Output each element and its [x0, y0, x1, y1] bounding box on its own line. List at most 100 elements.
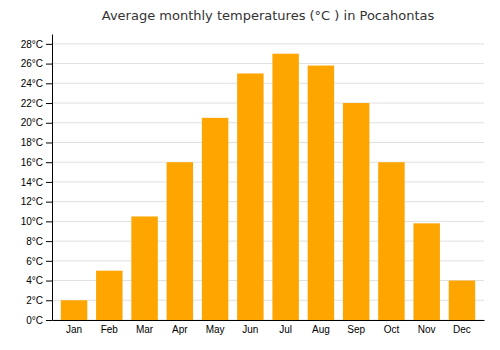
bar — [167, 162, 193, 320]
bar — [61, 300, 87, 320]
tick: 26°C — [21, 58, 52, 69]
tick: Oct — [384, 324, 400, 335]
tick-label: 6°C — [26, 256, 43, 267]
tick-label: Nov — [418, 324, 436, 335]
grid-line — [52, 83, 484, 84]
tick-label: 16°C — [21, 157, 43, 168]
y-axis: 0°C 2°C 4°C 6°C 8°C 10°C 12°C 14°C 16°C 18°C 20°C 2… — [21, 35, 53, 326]
tick: Dec — [453, 324, 471, 335]
bar — [237, 73, 263, 320]
tick: 16°C — [21, 157, 52, 168]
tick: 18°C — [21, 137, 52, 148]
grid-line — [52, 201, 484, 202]
bar — [449, 281, 475, 320]
bar — [343, 103, 369, 320]
tick-mark — [46, 142, 52, 143]
tick: 14°C — [21, 177, 52, 188]
grid-line — [52, 142, 484, 143]
bar — [272, 54, 298, 320]
bar — [413, 223, 439, 320]
tick-label: Dec — [453, 324, 471, 335]
tick-label: 28°C — [21, 39, 43, 50]
title: Average monthly temperatures (°C ) in Po… — [102, 8, 435, 23]
grid-line — [52, 122, 484, 123]
grid — [52, 44, 484, 320]
tick-label: 14°C — [21, 177, 43, 188]
tick: May — [206, 324, 225, 335]
tick: 8°C — [26, 236, 52, 247]
tick-mark — [46, 241, 52, 242]
tick-label: 4°C — [26, 275, 43, 286]
tick-label: 2°C — [26, 295, 43, 306]
tick-mark — [46, 103, 52, 104]
tick: 2°C — [26, 295, 52, 306]
tick: Jan — [66, 324, 82, 335]
tick-label: Oct — [384, 324, 400, 335]
tick-mark — [46, 44, 52, 45]
tick-label: Jun — [242, 324, 258, 335]
bar — [96, 271, 122, 320]
tick: Aug — [312, 324, 330, 335]
tick-mark — [46, 64, 52, 65]
tick-mark — [46, 202, 52, 203]
tick-mark — [46, 123, 52, 124]
tick-label: 20°C — [21, 117, 43, 128]
tick: 10°C — [21, 216, 52, 227]
tick-label: Apr — [172, 324, 188, 335]
grid-line — [52, 63, 484, 64]
tick: 20°C — [21, 117, 52, 128]
tick-mark — [46, 300, 52, 301]
tick: 28°C — [21, 39, 52, 50]
tick: 4°C — [26, 275, 52, 286]
bar — [202, 118, 228, 320]
tick-label: 10°C — [21, 216, 43, 227]
tick-label: Aug — [312, 324, 330, 335]
tick-label: May — [206, 324, 225, 335]
tick-label: 8°C — [26, 236, 43, 247]
tick-label: 12°C — [21, 196, 43, 207]
tick: Jul — [279, 324, 292, 335]
tick: Mar — [136, 324, 154, 335]
tick-mark — [46, 162, 52, 163]
tick-mark — [46, 221, 52, 222]
tick-label: 26°C — [21, 58, 43, 69]
tick: Apr — [172, 324, 188, 335]
tick: 22°C — [21, 98, 52, 109]
tick-label: 22°C — [21, 98, 43, 109]
tick: Feb — [101, 324, 119, 335]
grid-line — [52, 221, 484, 222]
bar — [378, 162, 404, 320]
tick-label: Sep — [347, 324, 365, 335]
tick-label: 18°C — [21, 137, 43, 148]
tick: Jun — [242, 324, 258, 335]
tick: 24°C — [21, 78, 52, 89]
bar — [308, 66, 334, 320]
tick-label: 0°C — [26, 315, 43, 326]
tick-mark — [46, 320, 52, 321]
tick: Sep — [347, 324, 365, 335]
x-axis: Jan Feb Mar Apr May Jun Jul Aug Sep Oct Nov Dec — [53, 321, 485, 336]
tick: 12°C — [21, 196, 52, 207]
bar — [131, 216, 157, 320]
tick-mark — [46, 281, 52, 282]
grid-line — [52, 162, 484, 163]
tick-label: Feb — [101, 324, 119, 335]
grid-line — [52, 103, 484, 104]
tick-mark — [46, 261, 52, 262]
tick: 6°C — [26, 256, 52, 267]
tick-mark — [46, 83, 52, 84]
tick: 0°C — [26, 315, 52, 326]
tick-label: Mar — [136, 324, 154, 335]
grid-line — [52, 43, 484, 44]
axis-line — [53, 320, 485, 321]
tick-label: Jul — [279, 324, 292, 335]
tick-label: 24°C — [21, 78, 43, 89]
grid-line — [52, 181, 484, 182]
chart: 0°C 2°C 4°C 6°C 8°C 10°C 12°C 14°C 16°C 18°C 20°C 2… — [0, 0, 500, 350]
bars — [61, 54, 475, 320]
axis-line — [52, 35, 53, 321]
plot: 0°C 2°C 4°C 6°C 8°C 10°C 12°C 14°C 16°C 18°C 20°C 2… — [21, 35, 485, 336]
tick: Nov — [418, 324, 436, 335]
tick-label: Jan — [66, 324, 82, 335]
tick-mark — [46, 182, 52, 183]
